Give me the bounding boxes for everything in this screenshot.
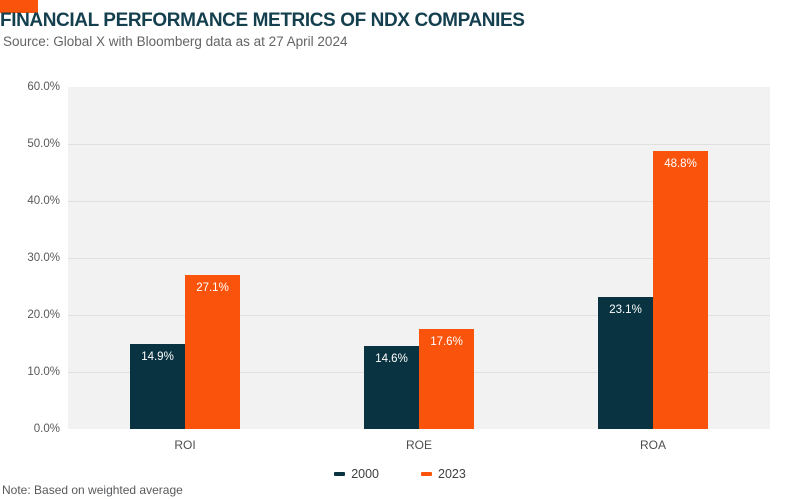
y-axis-tick-label: 10.0% — [27, 366, 60, 378]
bar-2000-roe: 14.6% — [364, 345, 419, 429]
bar-value-label: 23.1% — [609, 304, 642, 317]
bar-value-label: 48.8% — [664, 157, 697, 170]
bar-value-label: 27.1% — [196, 281, 229, 294]
y-axis-tick-label: 30.0% — [27, 252, 60, 264]
legend-item-2023: 2023 — [421, 467, 466, 481]
footnote: Note: Based on weighted average — [2, 483, 183, 497]
y-axis-tick-label: 20.0% — [27, 309, 60, 321]
y-axis-tick-label: 50.0% — [27, 138, 60, 150]
legend: 2000 2023 — [0, 467, 800, 481]
gridline — [68, 315, 770, 316]
source-line: Source: Global X with Bloomberg data as … — [3, 34, 348, 49]
legend-item-2000: 2000 — [334, 467, 379, 481]
bar-2000-roi: 14.9% — [130, 344, 185, 429]
x-axis-category-label: ROA — [639, 438, 666, 452]
bar-value-label: 14.6% — [375, 352, 408, 365]
y-axis-tick-label: 0.0% — [33, 423, 60, 435]
y-axis-tick-label: 40.0% — [27, 195, 60, 207]
y-axis-tick-label: 60.0% — [27, 81, 60, 93]
gridline — [68, 201, 770, 202]
plot-area: 14.9% 27.1% 14.6% 17.6% 23.1% 48.8% — [68, 87, 770, 429]
brand-accent-bar — [0, 0, 38, 13]
bar-2000-roa: 23.1% — [598, 297, 653, 429]
bar-value-label: 14.9% — [141, 351, 174, 364]
gridline — [68, 258, 770, 259]
legend-label: 2023 — [438, 467, 466, 481]
bar-2023-roi: 27.1% — [185, 274, 240, 429]
chart-title: FINANCIAL PERFORMANCE METRICS OF NDX COM… — [0, 10, 525, 31]
bar-2023-roa: 48.8% — [653, 150, 708, 429]
gridline — [68, 144, 770, 145]
bar-value-label: 17.6% — [430, 335, 463, 348]
legend-swatch-icon — [334, 472, 346, 476]
bar-2023-roe: 17.6% — [419, 328, 474, 429]
legend-label: 2000 — [351, 467, 379, 481]
x-axis-category-label: ROE — [405, 438, 432, 452]
legend-swatch-icon — [421, 472, 432, 476]
x-axis-category-label: ROI — [174, 438, 196, 452]
